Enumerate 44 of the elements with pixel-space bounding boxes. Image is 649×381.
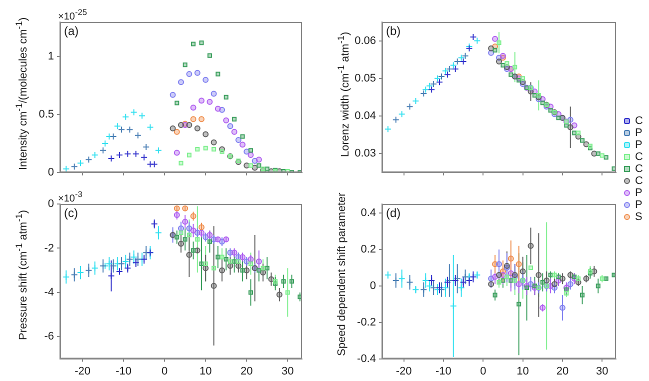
annotation: ×10$^{-3}$ [58,189,82,204]
y-tick-label: 0 [48,198,54,210]
legend-label: S [635,211,642,224]
annotation: (c) [64,206,78,220]
legend-label: C [635,115,643,128]
legend-label: P [635,187,642,200]
y-tick-label: 0.04 [354,110,376,122]
y-axis-title: Speed dependent shift parameter [336,192,348,358]
legend-label: P [635,127,642,140]
x-tick-label: 20 [240,365,253,378]
x-tick-label: 20 [556,365,569,378]
y-tick-label: 0.06 [354,34,376,47]
legend-label: C [635,175,643,188]
legend-label: P [635,139,642,152]
y-tick-label: 1 [48,50,54,63]
y-tick-label: -0.4 [357,352,376,365]
y-tick-label: -2 [44,242,54,254]
y-tick-label: 0.4 [360,207,376,220]
y-tick-label: 0 [370,280,376,292]
x-tick-label: 10 [199,365,212,378]
annotation: (d) [386,206,401,220]
y-tick-label: 0.03 [354,148,376,160]
y-tick-label: 0 [48,166,54,178]
x-tick-label: -10 [116,365,132,378]
y-tick-label: 0.05 [354,72,376,84]
y-tick-label: 0.2 [360,244,376,256]
x-tick-label: 0 [162,365,168,378]
legend-label: C [635,163,643,176]
x-tick-label: -20 [396,365,412,378]
x-tick-label: -10 [436,365,452,378]
annotation: (b) [386,24,401,38]
y-tick-label: -0.2 [357,316,376,328]
x-tick-label: 0 [480,365,486,378]
x-tick-label: -20 [74,365,91,378]
y-tick-label: -4 [44,286,54,298]
annotation: (a) [64,24,79,38]
x-tick-label: 30 [596,365,608,378]
annotation: ×10$^{-25}$ [58,7,88,22]
y-tick-label: 0.5 [38,108,54,121]
legend-label: P [635,199,642,212]
x-tick-label: 30 [282,365,294,378]
y-tick-label: -6 [44,330,54,343]
legend-label: C [635,151,643,164]
x-tick-label: 10 [516,365,529,378]
